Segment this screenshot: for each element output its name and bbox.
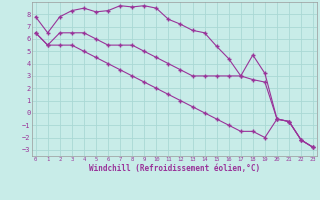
X-axis label: Windchill (Refroidissement éolien,°C): Windchill (Refroidissement éolien,°C) bbox=[89, 164, 260, 173]
